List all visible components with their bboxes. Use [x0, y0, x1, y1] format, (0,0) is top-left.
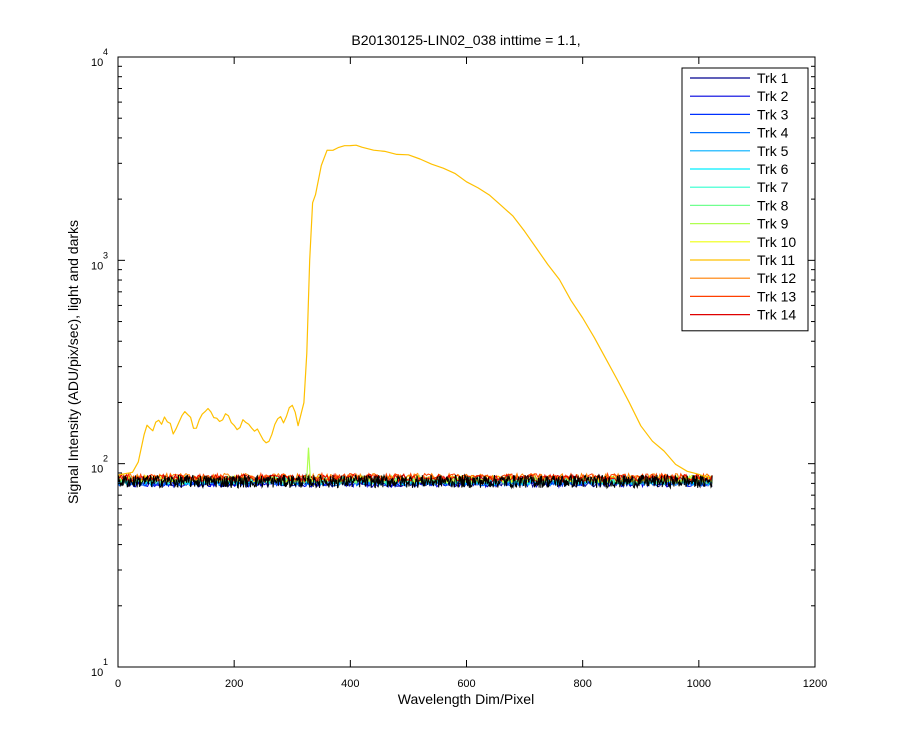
series-line-trk-11	[118, 144, 711, 478]
chart-title: B20130125-LIN02_038 inttime = 1.1,	[351, 32, 580, 48]
series-line-trk-13	[118, 471, 713, 483]
dark-noise-line	[118, 473, 713, 490]
legend-label: Trk 6	[757, 161, 789, 177]
x-tick-label: 1000	[687, 678, 711, 690]
legend-label: Trk 2	[757, 88, 789, 104]
x-tick-label: 800	[573, 678, 591, 690]
legend-label: Trk 3	[757, 106, 789, 122]
legend-label: Trk 13	[757, 288, 796, 304]
y-tick-label: 10	[91, 667, 103, 679]
y-tick-label-exponent: 4	[103, 47, 108, 57]
legend-label: Trk 9	[757, 216, 789, 232]
series-spike-trk-9	[306, 447, 313, 480]
series-line-trk-14	[118, 472, 713, 484]
legend-label: Trk 12	[757, 270, 796, 286]
x-axis-label: Wavelength Dim/Pixel	[398, 691, 534, 707]
legend-label: Trk 1	[757, 70, 789, 86]
legend: Trk 1 Trk 2 Trk 3 Trk 4 Trk 5 Trk 6 Trk 7 Trk 8…	[681, 67, 809, 332]
legend-label: Trk 7	[757, 179, 789, 195]
y-tick-label-exponent: 1	[103, 657, 108, 667]
y-tick-label: 10	[91, 260, 103, 272]
x-tick-label: 600	[457, 678, 475, 690]
plot-area	[118, 144, 713, 490]
legend-box	[681, 67, 809, 332]
x-tick-label: 200	[225, 678, 243, 690]
legend-label: Trk 4	[757, 125, 789, 141]
legend-label: Trk 11	[757, 252, 795, 268]
x-tick-label: 400	[341, 678, 359, 690]
y-axis-label: Signal Intensity (ADU/pix/sec), light an…	[65, 220, 81, 504]
legend-label: Trk 14	[757, 307, 796, 323]
y-tick-label-exponent: 3	[103, 250, 108, 260]
x-tick-label: 0	[115, 678, 121, 690]
y-tick-label-exponent: 2	[103, 454, 108, 464]
y-tick-label: 10	[91, 464, 103, 476]
legend-label: Trk 5	[757, 143, 789, 159]
x-tick-label: 1200	[803, 678, 827, 690]
series-group	[118, 144, 713, 490]
y-tick-label: 10	[91, 57, 103, 69]
legend-label: Trk 10	[757, 234, 796, 250]
legend-label: Trk 8	[757, 197, 789, 213]
